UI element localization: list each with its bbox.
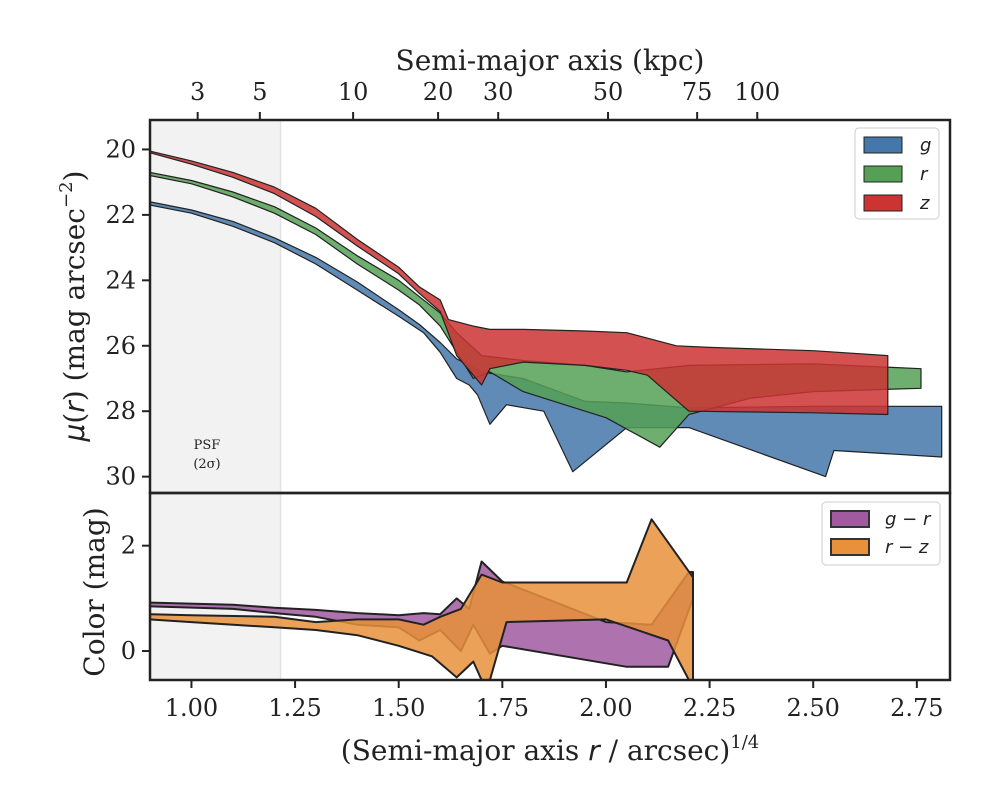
legend-label-r-z: r − z — [885, 537, 929, 558]
legend-label-g-r: g − r — [885, 509, 932, 530]
top-y-axis-title: μ(r) (mag arcsec−2) — [56, 171, 91, 443]
legend-surface-brightness: g r z — [854, 127, 940, 220]
psf-label-line1: PSF — [194, 438, 221, 453]
color-y-tick-label: 2 — [121, 532, 136, 560]
y-tick-label: 24 — [105, 266, 136, 294]
color-y-tick-label: 0 — [121, 637, 136, 665]
legend-label-z: z — [919, 193, 930, 214]
legend-swatch-r — [863, 165, 903, 183]
legend-swatch-g — [863, 136, 903, 154]
ticks: 20 22 24 26 28 30 0 2 1.00 1.25 1.50 1.75 2.00 2.25 2.… — [105, 78, 943, 722]
x-tick-label: 2.00 — [579, 694, 632, 722]
legend-label-r: r — [920, 164, 929, 185]
x-tick-label: 1.75 — [476, 694, 529, 722]
x-title-prefix: (Semi-major axis — [341, 734, 588, 767]
y-title-mu: μ — [58, 424, 91, 443]
y-title-rest: ) (mag arcsec — [58, 208, 91, 401]
x-tick-label: 1.25 — [268, 694, 321, 722]
kpc-tick-label: 3 — [190, 78, 205, 106]
legend-swatch-r-z — [830, 538, 870, 556]
top-x-axis-title: Semi-major axis (kpc) — [396, 44, 705, 77]
x-tick-label: 1.50 — [372, 694, 425, 722]
kpc-tick-label: 5 — [252, 78, 267, 106]
y-title-close: ) — [58, 171, 91, 182]
kpc-tick-label: 20 — [423, 78, 454, 106]
x-title-r: r — [588, 734, 601, 767]
y-title-exponent: −2 — [56, 181, 77, 208]
bottom-panel-frame — [148, 491, 952, 682]
psf-region-bottom — [150, 493, 281, 680]
kpc-tick-label: 30 — [483, 78, 514, 106]
kpc-tick-label: 50 — [593, 78, 624, 106]
x-title-suffix: / arcsec) — [600, 734, 731, 767]
legend-color: g − r r − z — [821, 501, 941, 566]
y-tick-label: 28 — [105, 397, 136, 425]
y-title-open: ( — [58, 413, 91, 424]
kpc-tick-label: 100 — [734, 78, 780, 106]
color-series — [151, 518, 694, 679]
x-title-exponent: 1/4 — [730, 732, 759, 753]
legend-label-g: g — [920, 135, 931, 156]
band-z — [151, 150, 889, 416]
y-tick-label: 20 — [105, 135, 136, 163]
kpc-tick-label: 10 — [338, 78, 369, 106]
kpc-tick-label: 75 — [682, 78, 713, 106]
legend-swatch-g-r — [830, 510, 870, 528]
x-tick-label: 2.25 — [683, 694, 736, 722]
bottom-y-axis-title: Color (mag) — [78, 507, 111, 676]
y-tick-label: 22 — [105, 201, 136, 229]
band-r-minus-z — [151, 518, 694, 679]
x-tick-label: 2.50 — [786, 694, 839, 722]
y-title-r: r — [58, 400, 91, 413]
psf-label-line2: (2σ) — [193, 457, 220, 472]
surface-brightness-series — [151, 150, 943, 478]
y-tick-label: 26 — [105, 332, 136, 360]
x-tick-label: 1.00 — [165, 694, 218, 722]
legend-swatch-z — [863, 194, 903, 212]
y-tick-label: 30 — [105, 463, 136, 491]
x-tick-label: 2.75 — [890, 694, 943, 722]
bottom-x-axis-title: (Semi-major axis r / arcsec)1/4 — [341, 732, 759, 767]
